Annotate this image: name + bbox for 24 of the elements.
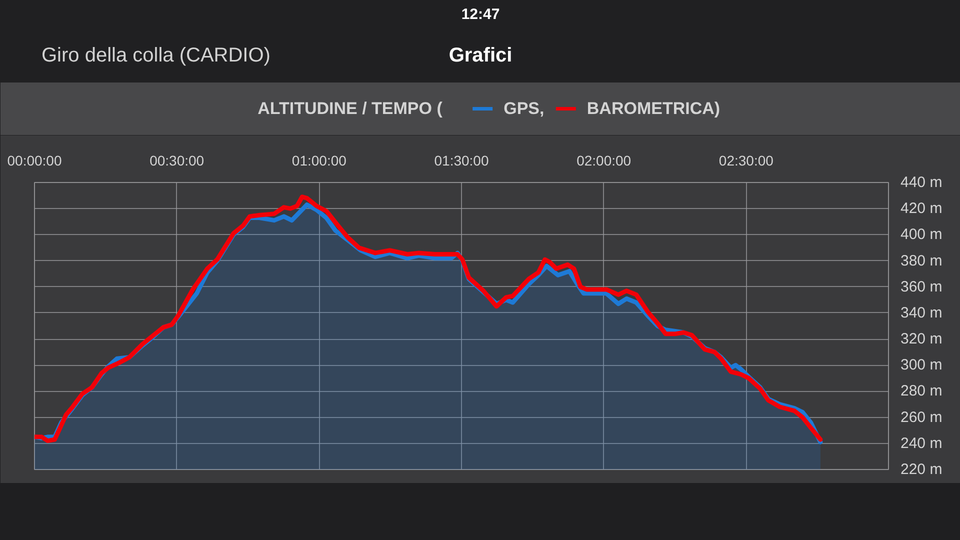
chart-title: ALTITUDINE / TEMPO ( [258,99,443,118]
y-tick-label: 320 m [900,330,942,348]
x-tick-label: 02:00:00 [576,152,632,168]
y-tick-label: 260 m [900,408,942,426]
y-tick-label: 300 m [900,356,942,374]
y-tick-label: 340 m [900,304,942,322]
legend-label: BAROMETRICA) [586,99,720,118]
text: Giro della colla (CARDIO) [42,44,270,66]
y-tick-label: 280 m [900,382,942,400]
y-tick-label: 360 m [900,278,942,296]
x-tick-label: 01:30:00 [434,152,489,168]
text: 12:47 [461,6,500,23]
text: Grafici [448,44,512,66]
x-tick-label: 02:30:00 [718,152,774,168]
y-tick-label: 240 m [900,434,942,452]
x-tick-label: 00:30:00 [150,152,204,168]
x-tick-label: 00:00:00 [7,152,62,168]
y-tick-label: 400 m [900,226,942,244]
y-tick-label: 380 m [900,252,942,270]
y-tick-label: 220 m [900,461,942,478]
x-tick-label: 01:00:00 [292,152,347,168]
legend-label: GPS, [504,99,544,118]
y-tick-label: 420 m [900,200,942,218]
y-tick-label: 440 m [900,174,942,191]
